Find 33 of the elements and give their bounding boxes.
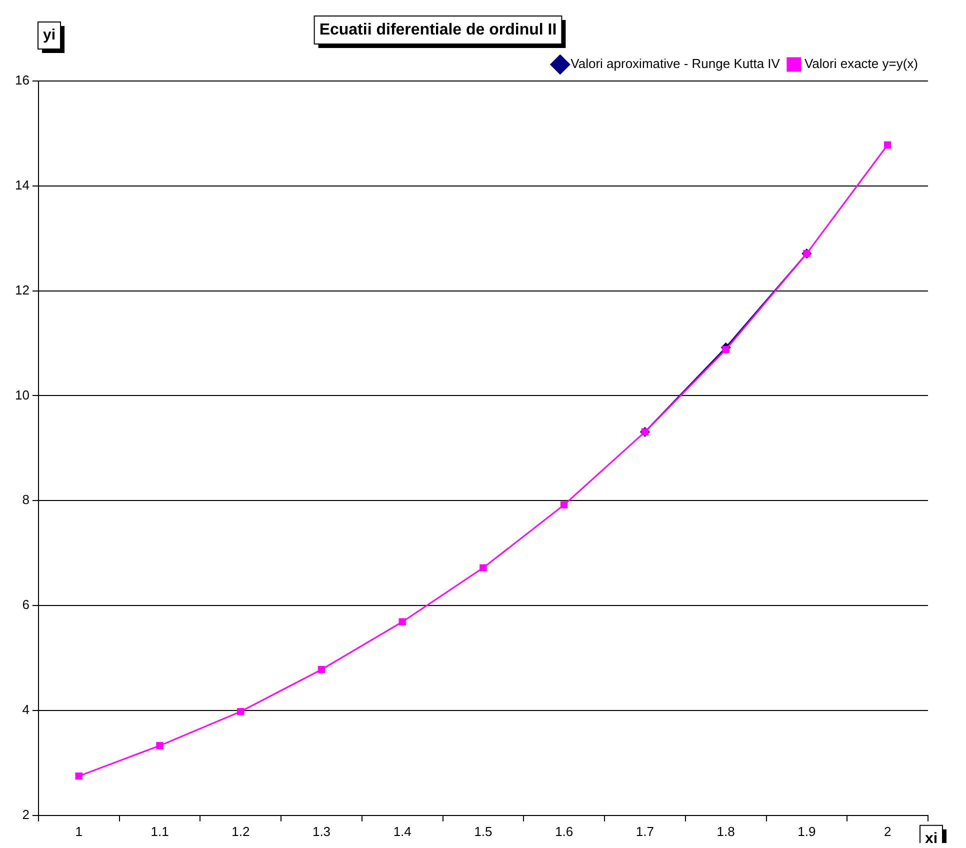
point <box>237 708 244 716</box>
point <box>722 346 730 354</box>
y-axis-title: yi <box>43 26 56 44</box>
y-tick-label: 4 <box>22 702 30 718</box>
y-tick-label: 2 <box>22 806 30 822</box>
point <box>398 618 406 626</box>
x-tick-label: 1.5 <box>474 824 492 839</box>
x-tick-label: 1.6 <box>555 824 574 839</box>
x-axis-title: xi <box>925 830 938 848</box>
point <box>480 564 487 572</box>
point <box>560 501 568 508</box>
x-tick-label: 1.8 <box>716 824 735 839</box>
x-tick-label: 1.9 <box>798 824 816 839</box>
y-tick-label: 16 <box>14 72 30 88</box>
point <box>318 666 326 674</box>
x-tick-label: 1.3 <box>312 824 331 839</box>
y-tick-label: 14 <box>14 177 30 192</box>
y-tick-label: 8 <box>22 492 30 508</box>
x-tick-label: 1.4 <box>393 824 412 839</box>
legend-label: Valori aproximative - Runge Kutta IV <box>570 56 780 72</box>
y-tick-label: 10 <box>14 387 30 402</box>
point <box>884 141 892 149</box>
y-tick-label: 12 <box>14 282 30 298</box>
x-tick-label: 1.1 <box>150 824 169 839</box>
point <box>75 772 82 780</box>
x-tick-label: 2 <box>884 824 892 839</box>
x-tick-label: 1.7 <box>636 824 654 839</box>
y-tick-label: 6 <box>22 597 30 612</box>
chart-title: Ecuatii diferentiale de ordinul II <box>319 21 557 38</box>
point <box>156 742 164 750</box>
x-tick-label: 1 <box>75 824 83 839</box>
legend-label: Valori exacte y=y(x) <box>804 56 918 72</box>
x-tick-label: 1.2 <box>232 824 250 839</box>
